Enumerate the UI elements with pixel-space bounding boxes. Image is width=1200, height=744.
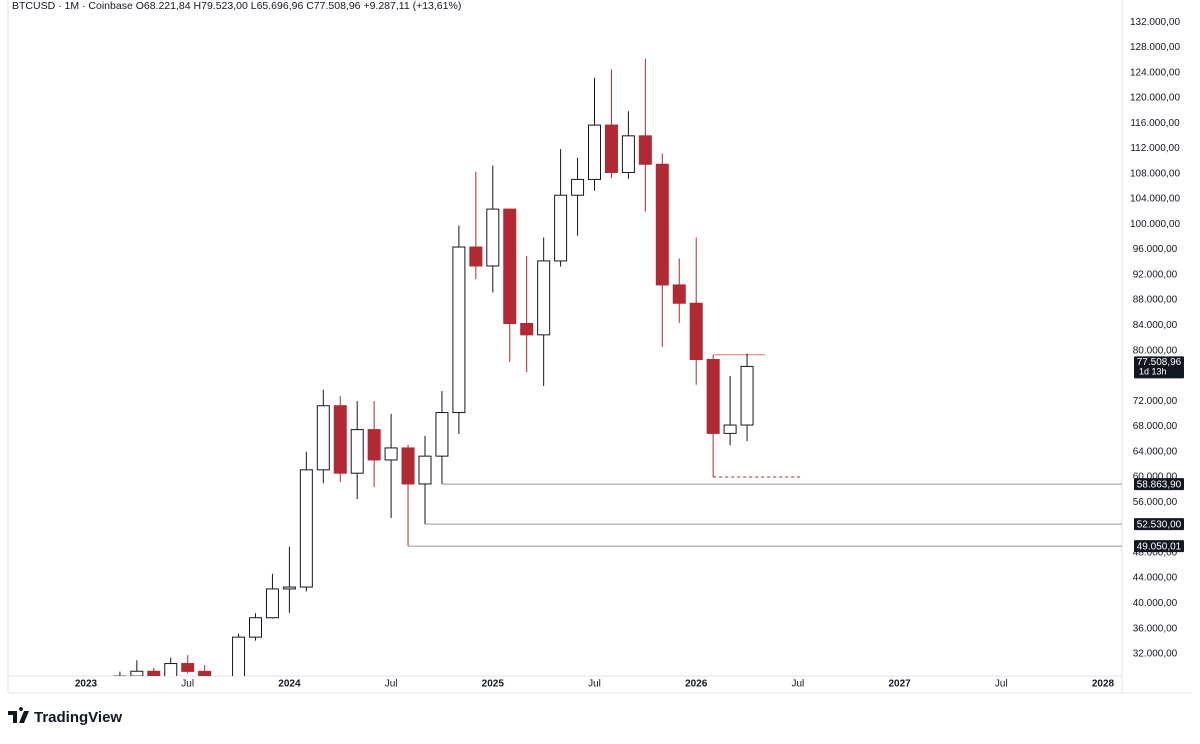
x-tick-label: Jul (995, 679, 1008, 690)
candle-body (469, 246, 483, 267)
logo: TradingView (8, 706, 122, 726)
candles (113, 58, 801, 676)
x-tick-label: 2024 (278, 679, 301, 690)
x-tick-label: Jul (385, 679, 398, 690)
y-tick-label: 68.000,00 (1133, 421, 1178, 432)
y-tick-label: 56.000,00 (1133, 497, 1178, 508)
y-tick-label: 84.000,00 (1133, 320, 1178, 331)
y-tick-label: 48.000,00 (1133, 547, 1178, 558)
candle-body (452, 246, 466, 414)
candle-body (638, 135, 652, 165)
y-tick-label: 120.000,00 (1130, 93, 1180, 104)
candle-body (232, 636, 246, 676)
x-tick-label: 2026 (685, 679, 708, 690)
candle-body (537, 260, 551, 336)
x-tick-label: 2025 (482, 679, 505, 690)
open-value: O68.221,84 (136, 0, 191, 12)
candle-body (418, 455, 432, 485)
y-tick-label: 108.000,00 (1130, 168, 1180, 179)
candle-body (689, 302, 703, 360)
x-tick-label: Jul (588, 679, 601, 690)
candle-body (723, 424, 737, 434)
candle-body (706, 358, 720, 434)
candle-body (520, 322, 534, 336)
candle-body (384, 447, 398, 461)
x-tick-label: 2027 (888, 679, 911, 690)
last-price-label: 77.508,96 (1137, 357, 1182, 368)
candle-body (672, 284, 686, 304)
y-tick-label: 60.000,00 (1133, 472, 1178, 483)
candle-body (655, 163, 669, 286)
candle-body (164, 663, 178, 676)
candle-body (147, 670, 161, 676)
y-tick-label: 124.000,00 (1130, 67, 1180, 78)
y-tick-label: 112.000,00 (1130, 143, 1180, 154)
level-box (1134, 478, 1184, 491)
y-tick-label: 128.000,00 (1130, 42, 1180, 53)
x-tick-label: Jul (792, 679, 805, 690)
candle-body (282, 586, 296, 590)
y-tick-label: 72.000,00 (1133, 396, 1178, 407)
change-value: +9.287,11 (+13,61%) (363, 0, 461, 12)
candle-body (503, 208, 517, 324)
candle-body (350, 429, 364, 474)
candle-body (740, 365, 754, 426)
y-tick-label: 96.000,00 (1133, 244, 1178, 255)
candle-body (554, 194, 568, 262)
close-value: C77.508,96 (306, 0, 360, 12)
level-label: 58.863,90 (1137, 479, 1182, 490)
x-tick-label: 2023 (75, 679, 98, 690)
candle-body (316, 405, 330, 471)
y-tick-label: 92.000,00 (1133, 269, 1178, 280)
y-tick-label: 88.000,00 (1133, 295, 1178, 306)
candle-body (198, 670, 212, 676)
header: BTCUSD · 1M · Coinbase O68.221,84 H79.52… (12, 0, 461, 12)
candle-body (486, 208, 500, 267)
y-tick-label: 64.000,00 (1133, 446, 1178, 457)
candle-body (604, 124, 618, 173)
brand: TradingView (34, 709, 122, 726)
high-value: H79.523,00 (194, 0, 248, 12)
candle-body (249, 617, 262, 638)
level-box (1134, 540, 1184, 553)
symbol: BTCUSD · 1M · Coinbase (12, 0, 133, 12)
countdown-label: 1d 13h (1139, 367, 1167, 377)
candle-body (401, 447, 415, 485)
y-tick-label: 36.000,00 (1133, 623, 1178, 634)
candle-body (130, 670, 144, 676)
y-tick-label: 100.000,00 (1130, 219, 1180, 230)
level-label: 52.530,00 (1137, 519, 1182, 530)
low-value: L65.696,96 (251, 0, 304, 12)
x-tick-label: Jul (181, 679, 194, 690)
y-tick-label: 104.000,00 (1130, 194, 1180, 205)
candle-body (571, 178, 585, 196)
y-tick-label: 44.000,00 (1133, 573, 1178, 584)
candle-body (367, 429, 381, 461)
logo-mark (8, 706, 29, 723)
candle-body (621, 135, 635, 173)
candle-body (435, 412, 449, 457)
level-box (1134, 518, 1184, 531)
candle-body (588, 124, 601, 180)
last-price-box (1134, 356, 1184, 379)
y-tick-label: 32.000,00 (1133, 649, 1178, 660)
x-tick-label: 2028 (1092, 679, 1115, 690)
y-tick-label: 116.000,00 (1130, 118, 1180, 129)
y-tick-label: 80.000,00 (1133, 345, 1178, 356)
candle-body (333, 405, 347, 474)
level-label: 49.050,01 (1137, 541, 1182, 552)
candle-body (299, 469, 313, 588)
y-tick-label: 132.000,00 (1130, 17, 1180, 28)
y-tick-label: 40.000,00 (1133, 598, 1178, 609)
candle-body (265, 588, 279, 619)
candle-body (181, 663, 195, 672)
